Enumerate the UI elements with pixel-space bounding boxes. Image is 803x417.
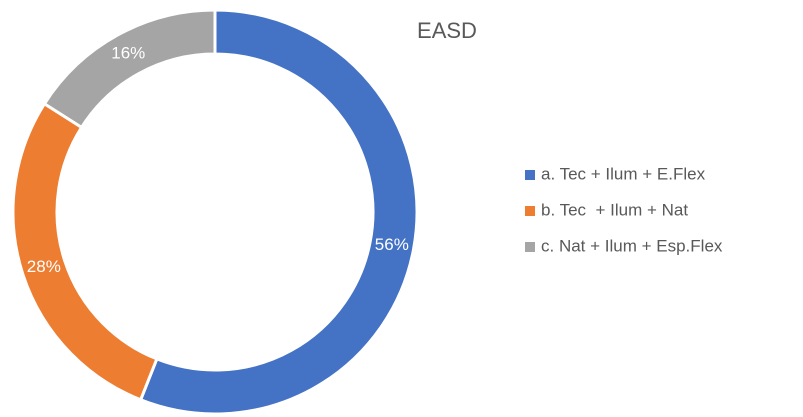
legend-swatch	[525, 170, 535, 180]
data-label: 16%	[111, 44, 145, 63]
chart-title: EASD	[417, 18, 477, 43]
legend-label: c. Nat + Ilum + Esp.Flex	[541, 236, 723, 255]
data-label: 56%	[375, 235, 409, 254]
donut-slice	[42, 8, 217, 130]
legend-swatch	[525, 206, 535, 216]
data-label: 28%	[27, 257, 61, 276]
legend-swatch	[525, 242, 535, 252]
donut-slice	[11, 101, 159, 402]
legend-label: b. Tec + Ilum + Nat	[541, 200, 688, 219]
donut-slice	[138, 8, 419, 416]
legend-label: a. Tec + Ilum + E.Flex	[541, 164, 706, 183]
